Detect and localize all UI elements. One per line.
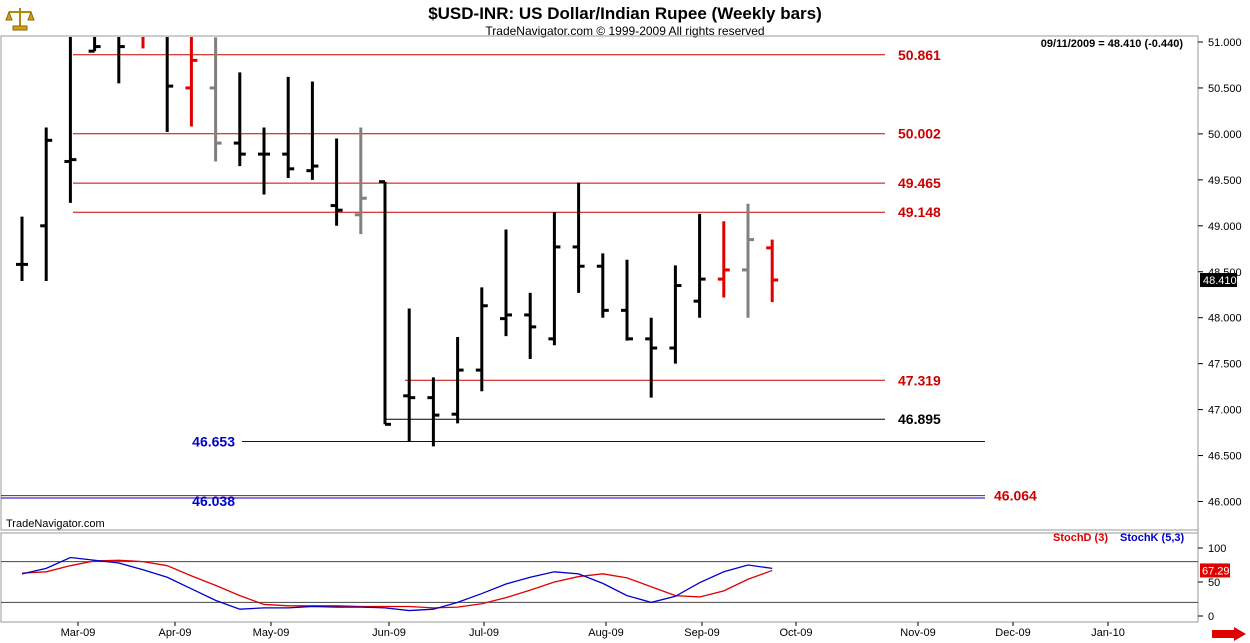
watermark-text: TradeNavigator.com bbox=[6, 518, 105, 530]
date-tick-label: Apr-09 bbox=[158, 627, 191, 639]
ohlc-bar bbox=[354, 127, 367, 235]
ohlc-bar bbox=[233, 72, 246, 167]
stoch-last-label: 67.29 bbox=[1202, 565, 1230, 577]
ohlc-bar bbox=[524, 292, 537, 360]
stoch-series-line bbox=[21, 559, 773, 609]
last-quote-readout: 09/11/2009 = 48.410 (-0.440) bbox=[1041, 38, 1184, 50]
level-label: 46.895 bbox=[898, 411, 941, 427]
level-label: 50.861 bbox=[898, 47, 941, 63]
ohlc-bar bbox=[669, 265, 682, 364]
level-label: 47.319 bbox=[898, 372, 941, 388]
date-tick-label: Jan-10 bbox=[1091, 627, 1125, 639]
date-tick-label: Sep-09 bbox=[684, 627, 719, 639]
level-label: 50.002 bbox=[898, 126, 941, 142]
price-axis: 51.00050.50050.00049.50049.00048.50048.0… bbox=[1198, 37, 1242, 509]
right-arrow-icon[interactable] bbox=[1212, 627, 1246, 641]
ohlc-bar bbox=[306, 81, 319, 180]
ohlc-bar bbox=[16, 216, 28, 281]
ohlc-bar bbox=[209, 37, 222, 162]
date-tick-label: Nov-09 bbox=[900, 627, 935, 639]
ohlc-bar bbox=[475, 287, 488, 392]
ohlc-bar bbox=[596, 253, 609, 318]
price-tick-label: 48.000 bbox=[1208, 313, 1242, 325]
ohlc-bar bbox=[717, 221, 730, 298]
ohlc-bar bbox=[572, 182, 585, 293]
ohlc-bar bbox=[621, 259, 633, 341]
price-tick-label: 49.500 bbox=[1208, 175, 1242, 187]
stoch-last-box bbox=[1200, 563, 1230, 578]
chart-title: $USD-INR: US Dollar/Indian Rupee (Weekly… bbox=[428, 4, 822, 23]
ohlc-bar bbox=[282, 76, 295, 179]
level-label: 49.148 bbox=[898, 204, 941, 220]
level-label: 46.064 bbox=[994, 488, 1037, 504]
date-tick-label: Mar-09 bbox=[61, 627, 96, 639]
ohlc-bar bbox=[64, 37, 77, 203]
date-tick-label: May-09 bbox=[253, 627, 290, 639]
date-tick-label: Jun-09 bbox=[372, 627, 406, 639]
legend-stochk: StochK (5,3) bbox=[1120, 532, 1185, 544]
price-tick-label: 46.000 bbox=[1208, 497, 1242, 509]
stoch-tick-label: 0 bbox=[1208, 611, 1214, 623]
last-price-label: 48.410 bbox=[1203, 275, 1237, 287]
ohlc-bar bbox=[185, 37, 198, 127]
date-tick-label: Jul-09 bbox=[469, 627, 499, 639]
date-axis: Mar-09 Apr-09 May-09 Jun-09 Jul-09 Aug-09 Sep-… bbox=[61, 622, 1125, 639]
stoch-tick-label: 100 bbox=[1208, 543, 1226, 555]
stoch-series-line bbox=[21, 556, 773, 612]
last-price-box bbox=[1200, 273, 1237, 288]
date-tick-label: Oct-09 bbox=[779, 627, 812, 639]
ohlc-bar bbox=[403, 308, 416, 442]
ohlc-bar bbox=[742, 203, 754, 318]
ohlc-bar bbox=[40, 127, 53, 281]
stoch-panel bbox=[0, 532, 1199, 623]
price-panel bbox=[0, 35, 1199, 531]
brass-scales-icon bbox=[4, 4, 36, 32]
price-tick-label: 51.000 bbox=[1208, 37, 1242, 49]
stochastic-layer: 100 50 0 StochD (3) StochK (5,3) 67.29 bbox=[1, 532, 1230, 623]
bars-layer bbox=[16, 37, 779, 447]
ohlc-bar bbox=[766, 239, 779, 303]
level-label: 46.653 bbox=[192, 433, 235, 449]
price-tick-label: 49.000 bbox=[1208, 221, 1242, 233]
ohlc-bar bbox=[379, 180, 391, 426]
ohlc-bar bbox=[500, 229, 512, 337]
level-label: 46.038 bbox=[192, 493, 235, 509]
price-tick-label: 47.000 bbox=[1208, 405, 1242, 417]
ohlc-bar bbox=[548, 212, 561, 346]
copyright-line: TradeNavigator.com © 1999-2009 All right… bbox=[485, 24, 764, 38]
date-tick-label: Dec-09 bbox=[995, 627, 1030, 639]
price-tick-label: 50.000 bbox=[1208, 129, 1242, 141]
ohlc-bar bbox=[165, 37, 174, 133]
ohlc-bar bbox=[427, 377, 440, 447]
ohlc-bar bbox=[451, 336, 464, 424]
levels-layer: 50.861 50.002 49.465 49.148 47.319 46.895 46.6… bbox=[1, 47, 1037, 509]
legend-stochd: StochD (3) bbox=[1053, 532, 1108, 544]
ohlc-bar bbox=[117, 37, 125, 84]
stoch-tick-label: 50 bbox=[1208, 577, 1220, 589]
ohlc-bar bbox=[330, 138, 343, 226]
price-tick-label: 46.500 bbox=[1208, 451, 1242, 463]
ohlc-bar bbox=[88, 37, 101, 53]
ohlc-bar bbox=[693, 213, 706, 318]
date-tick-label: Aug-09 bbox=[588, 627, 623, 639]
ohlc-bar bbox=[645, 317, 658, 398]
level-label: 49.465 bbox=[898, 175, 941, 191]
price-tick-label: 47.500 bbox=[1208, 359, 1242, 371]
price-tick-label: 50.500 bbox=[1208, 83, 1242, 95]
ohlc-bar bbox=[258, 127, 270, 195]
